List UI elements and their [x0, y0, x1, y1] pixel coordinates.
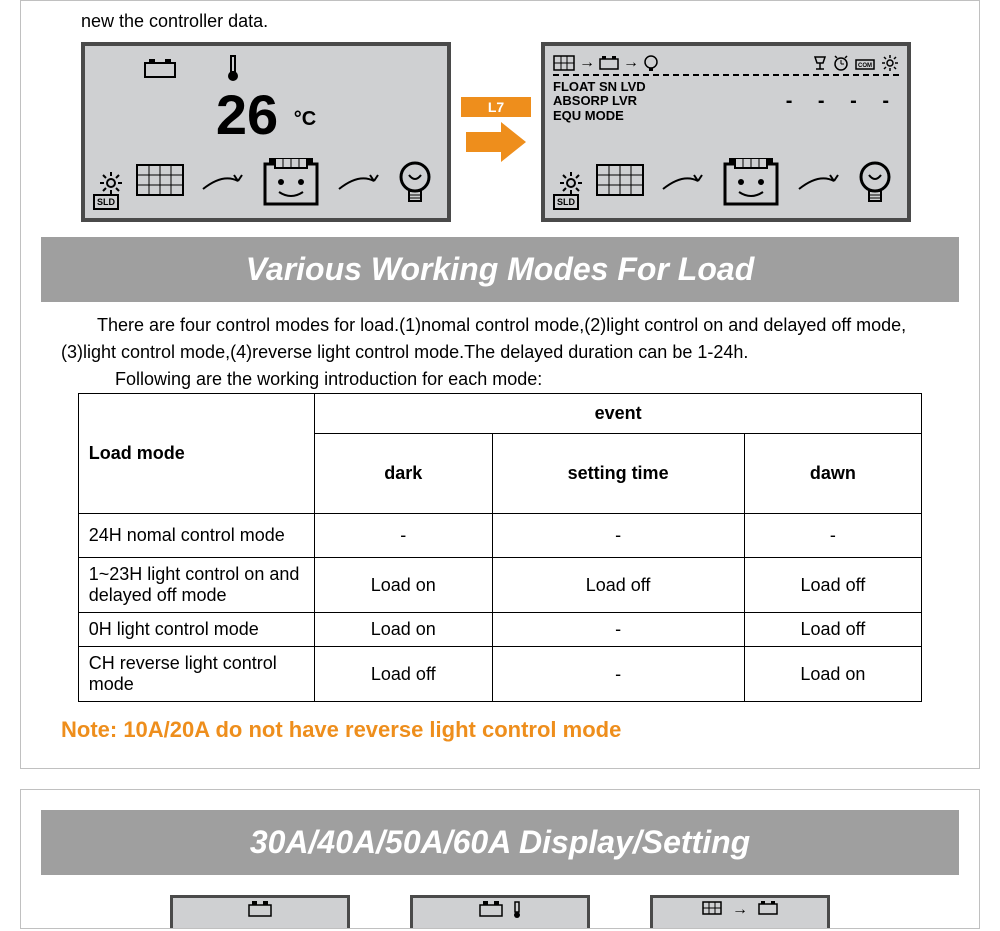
load-mode-table: Load mode event dark setting time dawn 2… [78, 393, 923, 702]
flow-arrow-icon [658, 171, 708, 195]
lcd-label-line3: EQU MODE [553, 109, 646, 123]
body-paragraph: There are four control modes for load.(1… [61, 312, 939, 366]
table-row: 0H light control mode Load on - Load off [78, 613, 922, 647]
right-arrow-icon [461, 117, 531, 167]
lcd-right: → → COM FLOAT SN LVD ABSORP LVR EQU MODE [541, 42, 911, 222]
th-loadmode: Load mode [78, 394, 314, 514]
lcd-label-line2: ABSORP LVR [553, 94, 646, 108]
table-row: 1~23H light control on and delayed off m… [78, 558, 922, 613]
section-working-modes: new the controller data. 26 °C [20, 0, 980, 769]
arrow-label: L7 [461, 97, 531, 117]
com-icon: COM [855, 56, 875, 70]
bulb-small-icon [643, 55, 659, 71]
panel-small-icon [553, 55, 575, 71]
flow-arrow-icon [198, 171, 248, 195]
banner-display-setting: 30A/40A/50A/60A Display/Setting [41, 810, 959, 875]
mini-lcd: → [650, 895, 830, 929]
bulb-icon [397, 161, 433, 205]
arrow-icon: → [579, 54, 595, 72]
top-text: new the controller data. [81, 11, 959, 32]
sun-icon [100, 172, 122, 194]
thermometer-icon [513, 901, 521, 919]
lcd-dashes: - - - - [786, 90, 899, 112]
temp-value: 26 [216, 83, 278, 146]
arrow-icon: → [732, 901, 748, 919]
battery-face-icon [261, 158, 321, 208]
temp-unit: °C [294, 108, 316, 130]
banner-working-modes: Various Working Modes For Load [41, 237, 959, 302]
th-setting: setting time [492, 434, 744, 514]
lcd-left-top-icons [143, 54, 439, 82]
th-event: event [314, 394, 921, 434]
th-dawn: dawn [744, 434, 922, 514]
flow-arrow-icon [334, 171, 384, 195]
lamp-icon [813, 55, 827, 71]
table-row: CH reverse light control mode Load off -… [78, 647, 922, 702]
mini-lcd [170, 895, 350, 929]
thermometer-icon [227, 54, 239, 82]
panel-small-icon [702, 901, 722, 915]
clock-icon [833, 55, 849, 71]
lcd-row: 26 °C SLD L7 [81, 42, 959, 222]
lcd-right-bottom [553, 158, 899, 208]
mini-lcd-row: → [41, 895, 959, 929]
battery-small-icon [248, 901, 272, 917]
sun-icon [560, 172, 582, 194]
lcd-right-top: → → COM [553, 54, 899, 76]
flow-arrow-icon [794, 171, 844, 195]
note-text: Note: 10A/20A do not have reverse light … [61, 717, 939, 743]
temperature-display: 26 °C [93, 87, 439, 143]
battery-icon [143, 57, 177, 79]
battery-face-icon [721, 158, 781, 208]
lcd-left: 26 °C SLD [81, 42, 451, 222]
lcd-right-labels: FLOAT SN LVD ABSORP LVR EQU MODE - - - - [553, 80, 899, 123]
mini-lcd [410, 895, 590, 929]
gear-icon [881, 54, 899, 72]
lcd-label-line1: FLOAT SN LVD [553, 80, 646, 94]
battery-small-icon [479, 901, 503, 917]
lcd-left-bottom [93, 158, 439, 208]
battery-small-icon [758, 901, 778, 915]
svg-text:COM: COM [858, 63, 872, 69]
body-paragraph-2: Following are the working introduction f… [61, 366, 939, 393]
battery-small-icon [599, 56, 619, 70]
th-dark: dark [314, 434, 492, 514]
sld-badge: SLD [93, 194, 119, 210]
sld-badge: SLD [553, 194, 579, 210]
bulb-icon [857, 161, 893, 205]
arrow-icon: → [623, 54, 639, 72]
transition-arrow: L7 [461, 97, 531, 167]
solar-panel-icon [135, 163, 185, 203]
table-row: 24H nomal control mode - - - [78, 514, 922, 558]
solar-panel-icon [595, 163, 645, 203]
section-display-setting: 30A/40A/50A/60A Display/Setting → [20, 789, 980, 929]
